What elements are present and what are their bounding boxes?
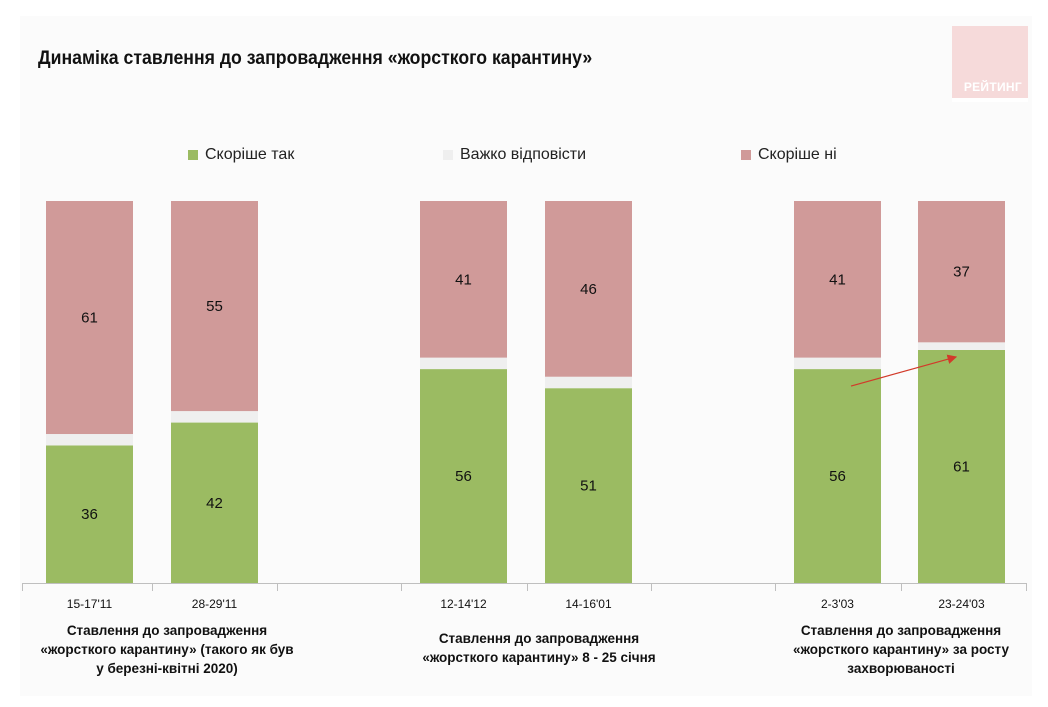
bar-segment-hard [545, 376, 632, 389]
data-label-no: 55 [206, 298, 223, 315]
bar-segment-yes [545, 388, 632, 583]
data-label-yes: 61 [953, 458, 970, 475]
rating-logo: РЕЙТИНГ [952, 26, 1028, 102]
data-label-yes: 51 [580, 478, 597, 495]
group-caption-2-line: Ставлення до запровадження [438, 631, 640, 646]
bar-segment-no [46, 201, 133, 435]
data-label-yes: 42 [206, 495, 223, 512]
bar-segment-hard [171, 411, 258, 423]
bar-segment-no [171, 201, 258, 412]
bar-segment-hard [46, 434, 133, 446]
legend-label-no: Скоріше ні [758, 146, 837, 163]
group-caption-3-line: Ставлення до запровадження [800, 623, 1002, 638]
bar-segment-yes [420, 369, 507, 583]
data-label-yes: 56 [829, 468, 846, 485]
legend-swatch-yes [188, 150, 198, 160]
bar-segment-no [420, 201, 507, 358]
group-caption-3-line: «жорсткого карантину» за росту [792, 642, 1010, 657]
bar-segment-hard [918, 342, 1005, 350]
group-caption-1-line: «жорсткого карантину» (такого як був [40, 642, 294, 657]
data-label-yes: 56 [455, 468, 472, 485]
bar-segment-yes [918, 349, 1005, 583]
x-tick-label: 2-3'03 [821, 597, 854, 611]
data-label-no: 61 [81, 310, 98, 327]
legend-item-hard: Важко відповісти [443, 146, 586, 164]
bar-segment-no [918, 201, 1005, 343]
group-caption-3: Ставлення до запровадження «жорсткого ка… [756, 621, 1046, 678]
x-tick-label: 28-29'11 [192, 597, 238, 611]
x-tick-label: 14-16'01 [565, 597, 612, 611]
trend-arrow [850, 354, 958, 387]
x-tick-label: 15-17'11 [67, 597, 113, 611]
legend-label-hard: Важко відповісти [460, 146, 587, 163]
bar-segment-yes [794, 369, 881, 583]
legend-item-yes: Скоріше так [188, 146, 294, 164]
group-caption-2: Ставлення до запровадження «жорсткого ка… [394, 629, 684, 667]
bar-segment-yes [171, 422, 258, 583]
group-caption-1-line: у березні-квітні 2020) [96, 661, 238, 676]
bar-segment-no [545, 201, 632, 377]
data-label-no: 46 [580, 281, 597, 298]
bar-segment-no [794, 201, 881, 358]
group-caption-1-line: Ставлення до запровадження [66, 623, 268, 638]
x-tick-label: 12-14'12 [440, 597, 487, 611]
data-label-no: 41 [455, 271, 472, 288]
bar-segment-hard [420, 357, 507, 370]
chart-title: Динаміка ставлення до запровадження «жор… [38, 48, 593, 69]
logo-text: РЕЙТИНГ [963, 80, 1022, 94]
bar-segment-hard [794, 357, 881, 370]
legend-swatch-hard [443, 150, 453, 160]
legend-label-yes: Скоріше так [205, 146, 295, 163]
data-label-yes: 36 [81, 506, 98, 523]
x-tick-label: 23-24'03 [938, 597, 985, 611]
bar-segment-yes [46, 445, 133, 583]
data-label-no: 37 [953, 264, 970, 281]
data-label-no: 41 [829, 271, 846, 288]
legend-item-no: Скоріше ні [741, 146, 837, 164]
legend-swatch-no [741, 150, 751, 160]
group-caption-3-line: захворюваності [847, 661, 955, 676]
group-caption-1: Ставлення до запровадження «жорсткого ка… [22, 621, 312, 678]
group-caption-2-line: «жорсткого карантину» 8 - 25 січня [422, 650, 656, 665]
